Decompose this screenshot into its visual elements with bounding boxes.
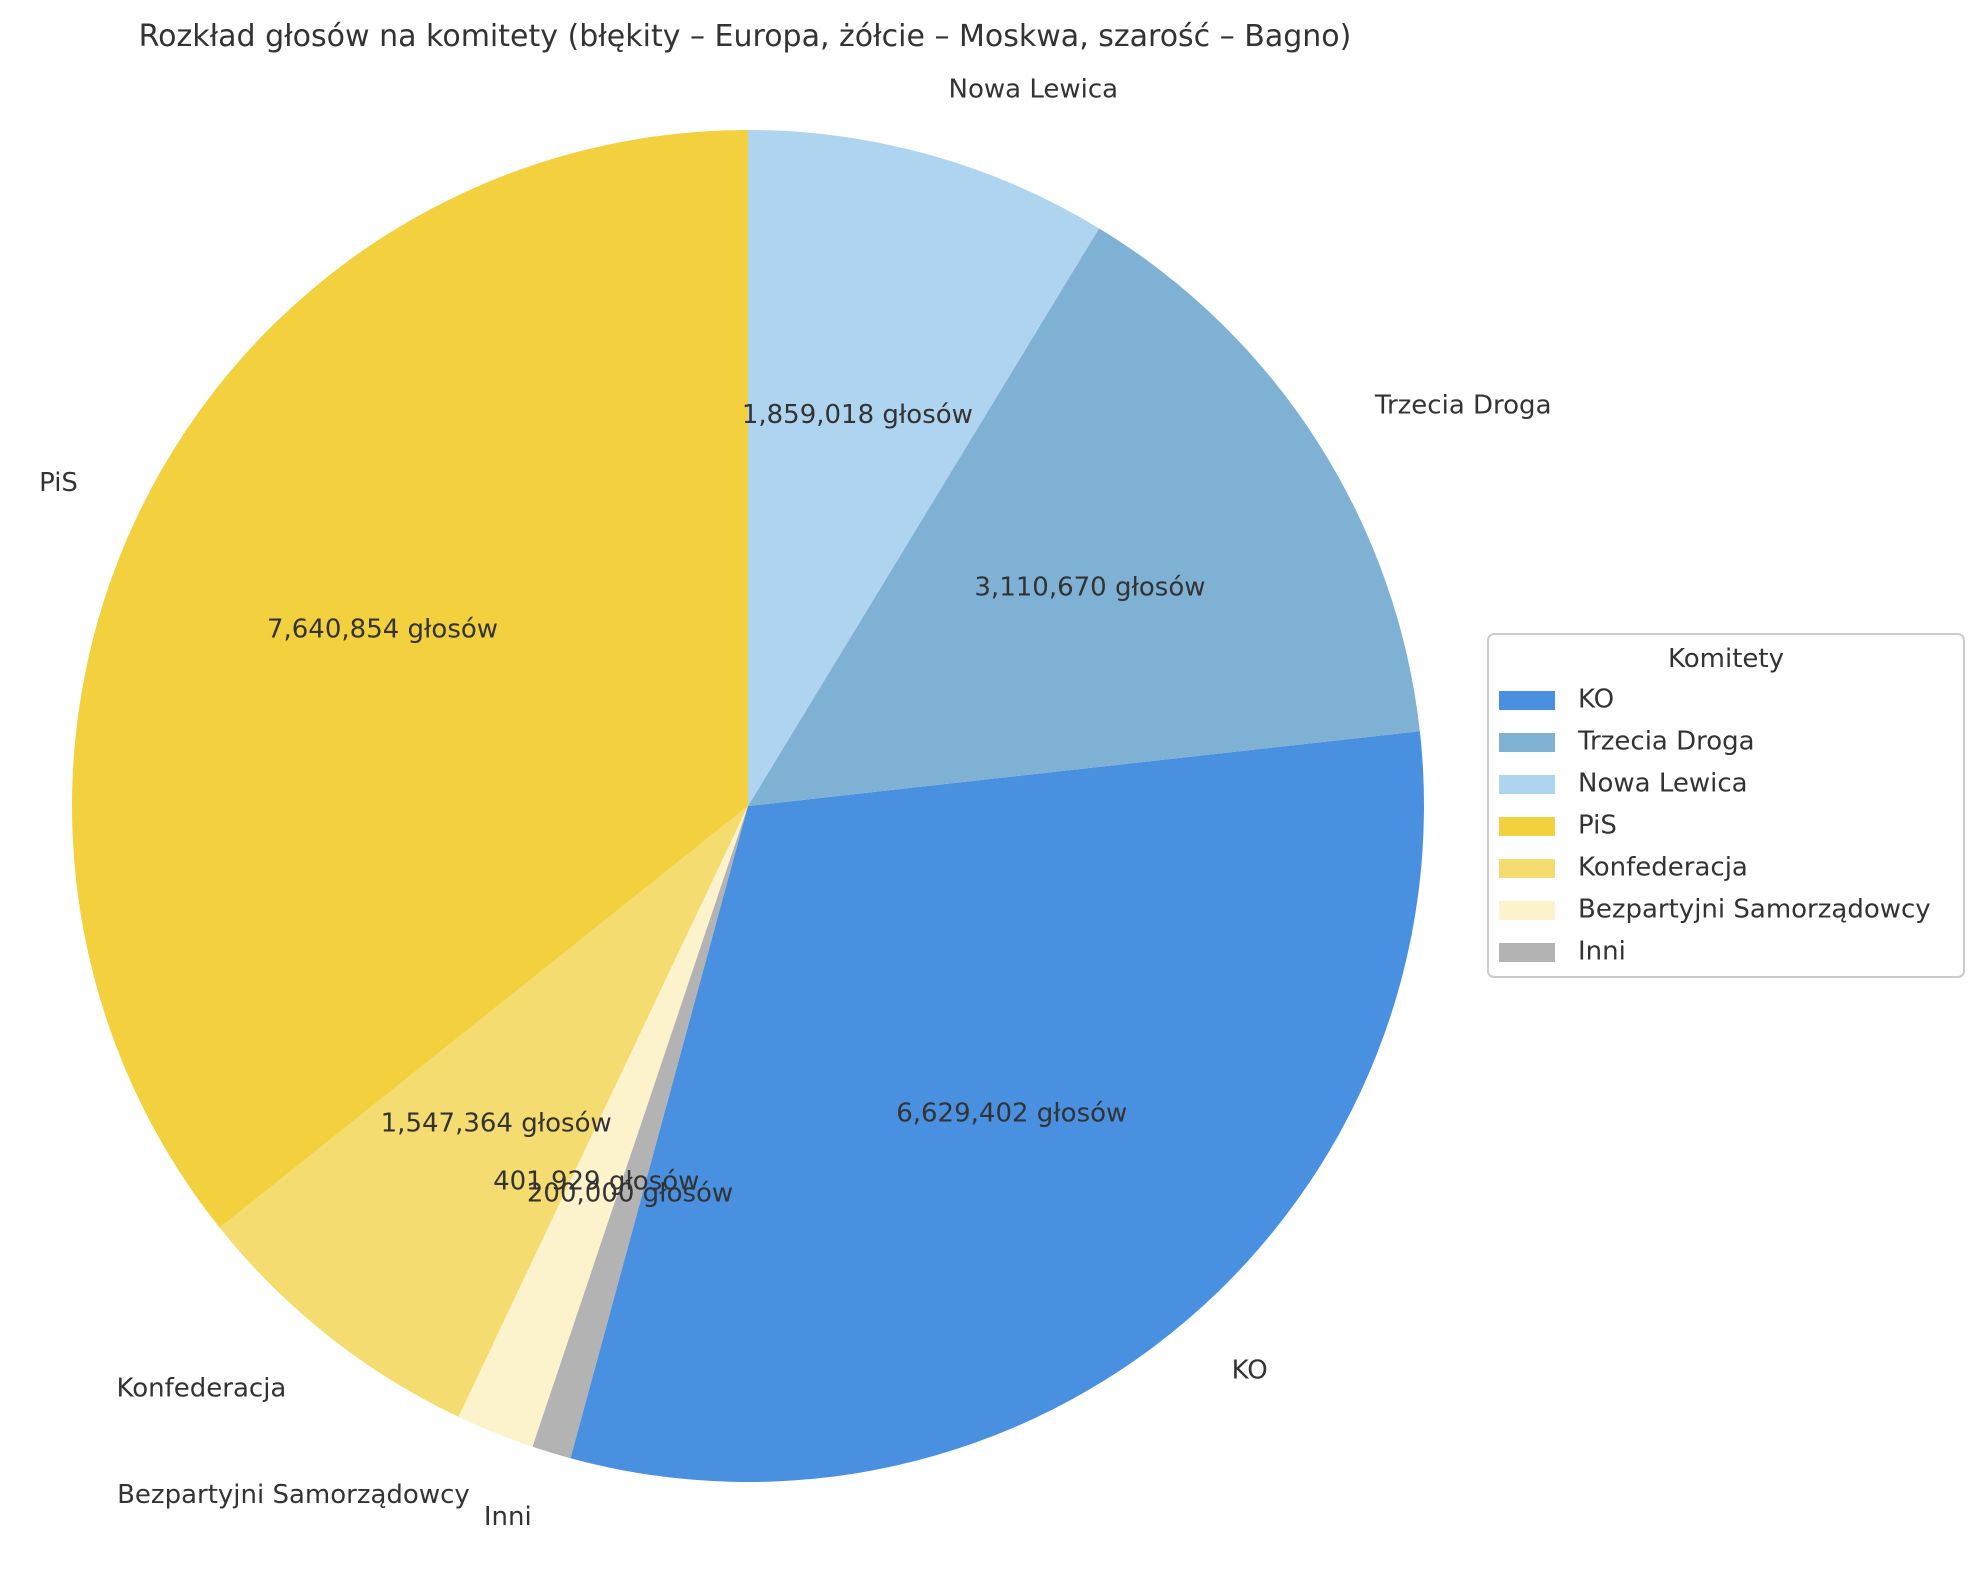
legend-label: Bezpartyjni Samorządowcy [1578,895,1931,925]
pie-slice-pis [71,130,749,1228]
slice-label-inni: Inni [484,1502,532,1532]
legend: Komitety KO Trzecia Droga Nowa Lewica PiS Ko… [1487,633,1965,978]
legend-swatch [1499,859,1555,878]
legend-item-inni: Inni [1499,937,1626,967]
slice-value-nowa-lewica: 1,859,018 głosów [742,400,973,430]
legend-swatch [1499,691,1555,710]
pie-slice-trzecia-droga [748,228,1420,807]
legend-item-nowa-lewica: Nowa Lewica [1499,769,1748,799]
slice-label-trzecia-droga: Trzecia Droga [1374,391,1552,421]
slice-value-konfederacja: 1,547,364 głosów [381,1108,612,1138]
slice-value-bezpartyjni-samorzadowcy: 401,929 głosów [493,1167,699,1197]
pie-value-labels: 7,640,854 głosów 1,547,364 głosów 401,929 … [267,400,1206,1209]
pie-slice-nowa-lewica [748,130,1100,806]
legend-label: Konfederacja [1578,853,1748,883]
slice-label-pis: PiS [39,468,78,498]
legend-swatch [1499,733,1555,752]
legend-label: Inni [1578,937,1626,967]
legend-item-trzecia-droga: Trzecia Droga [1499,727,1755,757]
slice-label-bezpartyjni-samorzadowcy: Bezpartyjni Samorządowcy [117,1480,470,1510]
legend-label: KO [1578,685,1614,715]
pie-category-labels: PiS Konfederacja Bezpartyjni Samorządowcy I… [39,74,1551,1532]
legend-label: Nowa Lewica [1578,769,1748,799]
pie-slices [71,130,1424,1483]
legend-swatch [1499,817,1555,836]
legend-item-bezpartyjni-samorzadowcy: Bezpartyjni Samorządowcy [1499,895,1931,925]
pie-slice-konfederacja [219,806,748,1417]
pie-slice-ko [570,731,1424,1483]
legend-item-konfederacja: Konfederacja [1499,853,1748,883]
slice-value-trzecia-droga: 3,110,670 głosów [974,572,1205,602]
legend-item-ko: KO [1499,685,1614,715]
pie-slice-inni [532,806,748,1459]
legend-swatch [1499,901,1555,920]
slice-value-pis: 7,640,854 głosów [267,615,498,645]
slice-label-nowa-lewica: Nowa Lewica [949,74,1119,104]
legend-title: Komitety [1668,644,1784,674]
legend-swatch [1499,775,1555,794]
legend-item-pis: PiS [1499,811,1617,841]
pie-slice-bezpartyjni-samorzadowcy [458,806,748,1447]
legend-swatch [1499,943,1555,962]
legend-label: Trzecia Droga [1577,727,1755,757]
legend-label: PiS [1578,811,1617,841]
slice-label-ko: KO [1232,1355,1268,1385]
slice-label-konfederacja: Konfederacja [116,1373,286,1403]
chart-title: Rozkład głosów na komitety (błękity – Eu… [139,19,1352,54]
legend-frame [1487,633,1965,978]
slice-value-ko: 6,629,402 głosów [896,1099,1127,1129]
slice-value-inni: 200,000 głosów [527,1179,733,1209]
legend-entries: KO Trzecia Droga Nowa Lewica PiS Konfederacj… [1499,685,1931,967]
